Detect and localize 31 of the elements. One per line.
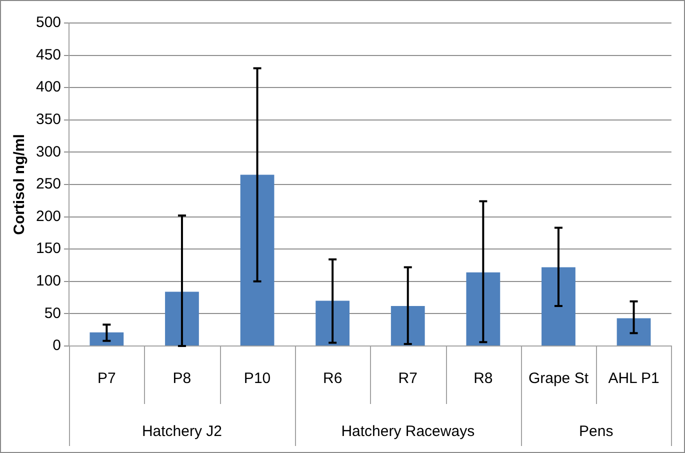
x-tick-label: P7 bbox=[97, 370, 116, 388]
bar bbox=[90, 332, 124, 346]
text: Hatchery Raceways bbox=[341, 423, 475, 440]
bar bbox=[390, 306, 425, 346]
x-tick-label: P8 bbox=[172, 370, 192, 388]
x-tick-label: P10 bbox=[244, 370, 271, 388]
text: Hatchery J2 bbox=[142, 423, 222, 440]
y-tick-label: 0 bbox=[52, 337, 62, 354]
y-tick-label: 500 bbox=[36, 14, 62, 32]
bar bbox=[542, 267, 576, 346]
y-tick-label: 200 bbox=[36, 208, 62, 225]
x-tick-label: Grape St bbox=[528, 370, 590, 388]
bar bbox=[616, 318, 651, 346]
y-tick-label: 400 bbox=[36, 78, 62, 96]
y-axis-title: Cortisol ng/ml bbox=[11, 134, 28, 235]
text: Pens bbox=[579, 423, 614, 440]
y-tick-label: 300 bbox=[36, 143, 62, 160]
bar bbox=[316, 300, 350, 346]
bar bbox=[165, 292, 199, 346]
x-tick-label: R6 bbox=[322, 370, 342, 388]
y-tick-label: 450 bbox=[36, 46, 62, 64]
x-tick-label: AHL P1 bbox=[608, 370, 660, 388]
bar bbox=[240, 174, 274, 346]
y-tick-label: 50 bbox=[44, 304, 62, 322]
x-tick-label: R7 bbox=[398, 370, 418, 388]
y-tick-label: 250 bbox=[36, 176, 62, 193]
bar bbox=[466, 272, 500, 346]
y-tick-label: 100 bbox=[36, 272, 62, 290]
y-tick-label: 150 bbox=[36, 240, 62, 258]
y-tick-label: 350 bbox=[36, 111, 62, 128]
x-tick-label: R8 bbox=[474, 370, 493, 388]
